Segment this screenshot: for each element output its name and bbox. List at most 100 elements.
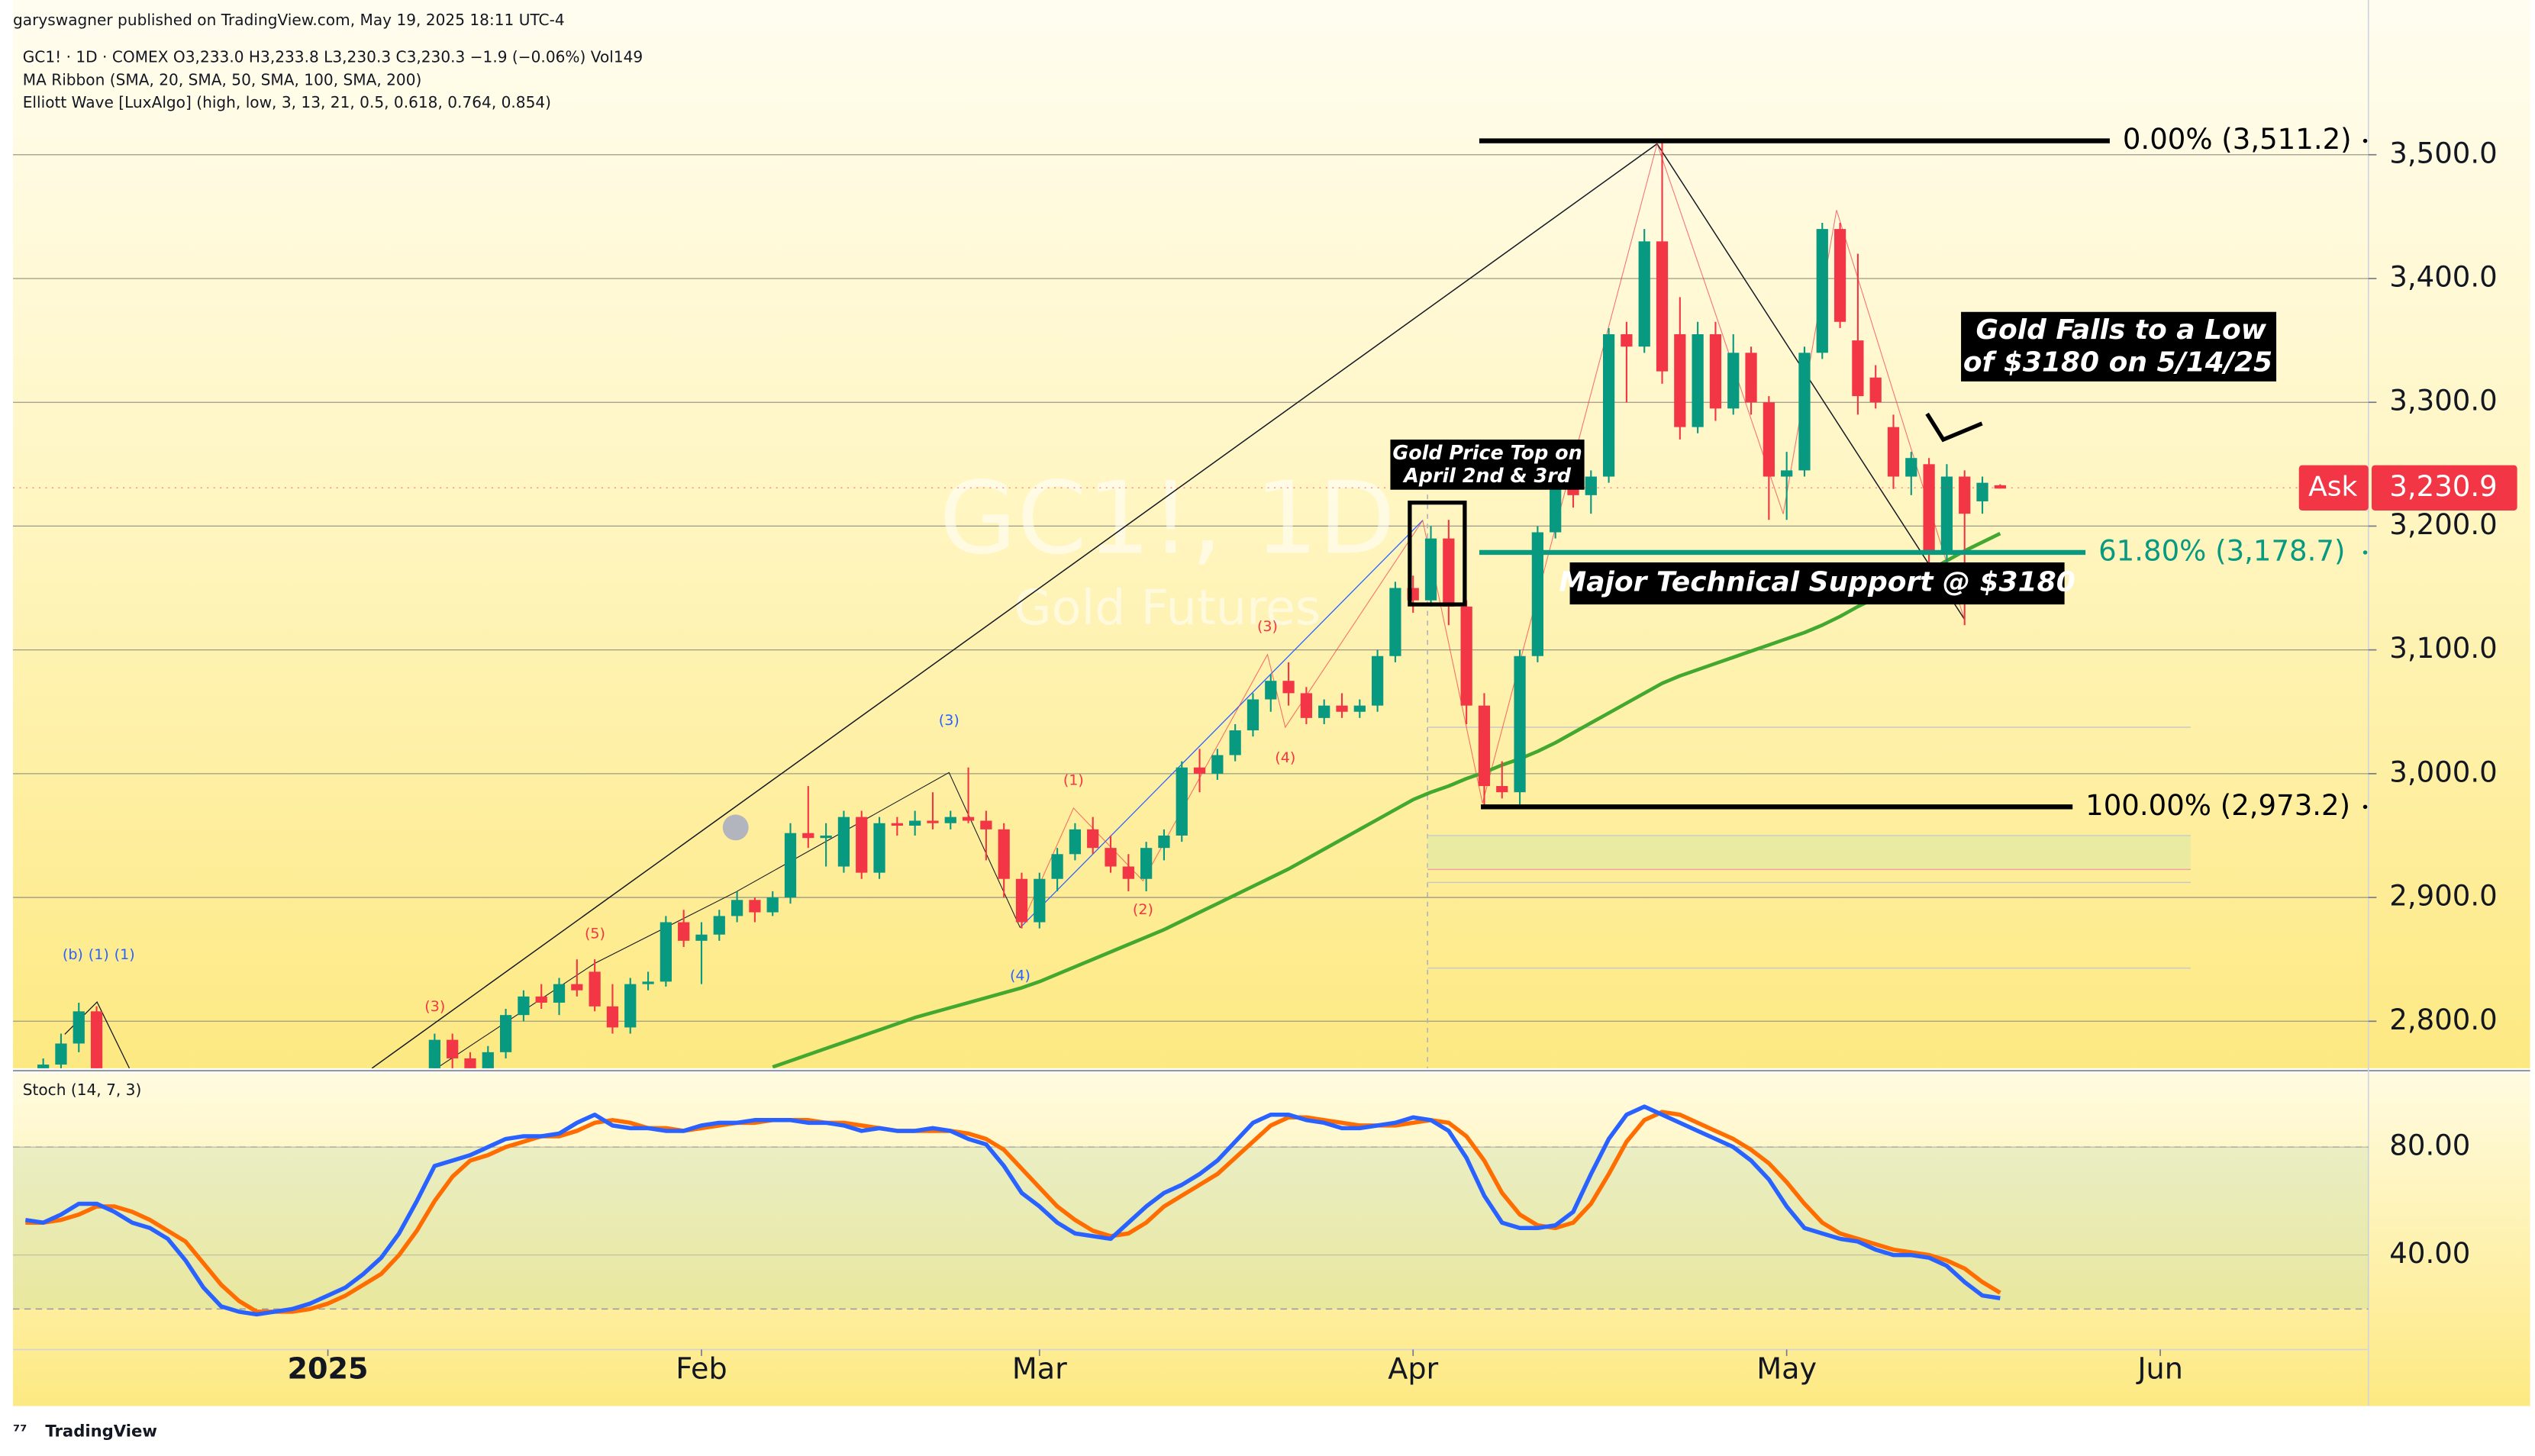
candle-body bbox=[1140, 848, 1153, 879]
candle-body bbox=[1443, 538, 1455, 607]
price-tag bbox=[2372, 465, 2517, 511]
stoch-d bbox=[25, 1110, 2001, 1314]
publisher: garyswagner published on TradingView.com… bbox=[13, 11, 565, 29]
candle-body bbox=[856, 817, 868, 873]
candle-body bbox=[1211, 755, 1224, 774]
candle-body bbox=[1087, 829, 1099, 849]
price-plot bbox=[37, 140, 2006, 1068]
trend-line bbox=[371, 143, 1658, 1068]
ew-line: Elliott Wave [LuxAlgo] (high, low, 3, 13… bbox=[23, 93, 551, 111]
candle-body bbox=[535, 996, 547, 1003]
candle-body bbox=[1976, 482, 1988, 501]
candle-body bbox=[1105, 848, 1117, 867]
wave-label: (b) bbox=[63, 946, 83, 963]
wave-label: (5) bbox=[585, 926, 605, 942]
candle-body bbox=[980, 820, 992, 829]
stoch-pane-bg bbox=[13, 1073, 2530, 1406]
price-tag-label: 3,230.9 bbox=[2389, 470, 2497, 503]
note-text: Gold Price Top on bbox=[1392, 441, 1582, 464]
candle-body bbox=[1265, 681, 1277, 700]
candle-body bbox=[713, 916, 725, 935]
y-tick-label: 3,100.0 bbox=[2389, 632, 2497, 665]
wave-label: (1) bbox=[89, 946, 109, 963]
candle-body bbox=[90, 1011, 103, 1068]
candle-body bbox=[1781, 470, 1793, 477]
x-tick-label: 2025 bbox=[288, 1351, 369, 1385]
candle-body bbox=[1602, 333, 1615, 477]
candle-body bbox=[1656, 241, 1669, 372]
footer-logo: ⁷⁷ bbox=[13, 1421, 27, 1440]
candle-body bbox=[1959, 476, 1971, 514]
stoch-plot bbox=[13, 1104, 2369, 1317]
candle-body bbox=[1869, 377, 1882, 403]
candle-body bbox=[1621, 333, 1633, 347]
candle-body bbox=[909, 820, 921, 826]
stoch-k bbox=[24, 1104, 2001, 1317]
wave-label: (1) bbox=[1063, 771, 1084, 788]
candle-body bbox=[482, 1052, 494, 1068]
candle-body bbox=[55, 1043, 67, 1065]
candle-body bbox=[802, 833, 814, 839]
symbol-line: GC1! · 1D · COMEX O3,233.0 H3,233.8 L3,2… bbox=[23, 48, 643, 66]
wave-label: (3) bbox=[424, 998, 445, 1015]
x-tick-label: May bbox=[1756, 1351, 1817, 1385]
candle-body bbox=[873, 823, 885, 873]
note-text: April 2nd & 3rd bbox=[1402, 464, 1572, 487]
drawings bbox=[64, 142, 2191, 1068]
candle-body bbox=[1336, 705, 1348, 712]
candle-body bbox=[1816, 229, 1828, 353]
note-box bbox=[1569, 562, 2065, 605]
candle-body bbox=[1069, 829, 1082, 855]
trend-line bbox=[1656, 143, 1965, 620]
wave-label: (4) bbox=[1275, 749, 1295, 766]
candle-body bbox=[998, 829, 1010, 879]
candle-body bbox=[1424, 538, 1437, 601]
candle-body bbox=[749, 900, 761, 913]
y-tick-label: 3,500.0 bbox=[2389, 137, 2497, 169]
wave-label: (3) bbox=[1257, 618, 1278, 635]
candle-body bbox=[1176, 767, 1188, 836]
candle-body bbox=[571, 984, 583, 991]
candle-body bbox=[927, 820, 939, 823]
candle-body bbox=[944, 817, 956, 823]
candle-body bbox=[1318, 705, 1330, 718]
candle-body bbox=[606, 1006, 619, 1028]
y-tick-label: 3,200.0 bbox=[2389, 508, 2497, 541]
note-box bbox=[1390, 440, 1585, 490]
fib-dot bbox=[2362, 138, 2368, 143]
retracement-zone bbox=[1427, 835, 2191, 870]
wave-label: (3) bbox=[939, 712, 959, 729]
note-text: Gold Falls to a Low bbox=[1975, 314, 2266, 346]
candle-body bbox=[1745, 353, 1757, 403]
candle-body bbox=[624, 984, 637, 1028]
candle-body bbox=[1282, 681, 1295, 694]
candle-body bbox=[1514, 656, 1526, 793]
candle-body bbox=[1051, 854, 1063, 879]
wave-label: (4) bbox=[1010, 968, 1030, 984]
arrow bbox=[1925, 412, 1983, 443]
candle-body bbox=[1674, 333, 1686, 427]
note-box bbox=[1961, 311, 2277, 382]
fib-label: 61.80% (3,178.7) bbox=[2098, 534, 2345, 567]
wave-label: (1) bbox=[114, 946, 135, 963]
candle-body bbox=[1496, 786, 1508, 793]
candle-body bbox=[1994, 485, 2006, 489]
candle-body bbox=[1478, 705, 1491, 787]
candle-body bbox=[1353, 705, 1366, 712]
stoch-band bbox=[13, 1147, 2369, 1309]
wave-line bbox=[1020, 520, 1424, 929]
candle-body bbox=[1158, 835, 1170, 849]
fib-label: 100.00% (2,973.2) bbox=[2085, 789, 2350, 822]
candle-body bbox=[464, 1058, 476, 1068]
candle-body bbox=[678, 922, 690, 941]
candle-body bbox=[1887, 427, 1900, 477]
candle-body bbox=[962, 817, 975, 821]
footer: TradingView bbox=[45, 1421, 157, 1440]
candle-body bbox=[1247, 699, 1259, 731]
watermark-symbol: GC1!, 1D bbox=[939, 459, 1395, 576]
price-pane-bg bbox=[13, 0, 2530, 1068]
candle-body bbox=[1638, 241, 1650, 347]
candle-body bbox=[695, 934, 708, 941]
